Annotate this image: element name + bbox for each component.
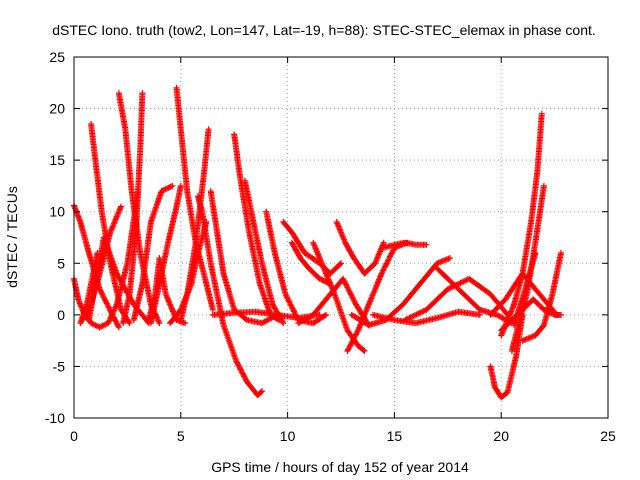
- data-point-markers: [344, 239, 411, 354]
- data-series: [333, 219, 387, 277]
- data-point-markers: [147, 182, 184, 327]
- data-point-markers: [333, 219, 387, 277]
- chart-title: dSTEC Iono. truth (tow2, Lon=147, Lat=-1…: [52, 22, 596, 38]
- y-tick-label: 5: [57, 255, 65, 271]
- y-tick-label: 20: [49, 101, 65, 117]
- data-series: [288, 239, 334, 287]
- x-tick-label: 20: [493, 428, 509, 444]
- data-series: [130, 182, 176, 323]
- x-axis-label: GPS time / hours of day 152 of year 2014: [211, 459, 469, 475]
- y-tick-label: 0: [57, 307, 65, 323]
- x-tick-label: 25: [600, 428, 616, 444]
- x-tick-label: 15: [387, 428, 403, 444]
- data-series: [120, 90, 146, 327]
- x-tick-label: 0: [70, 428, 78, 444]
- data-series: [344, 239, 411, 354]
- data-point-markers: [120, 90, 146, 327]
- data-series: [498, 110, 545, 339]
- data-point-markers: [79, 203, 124, 323]
- data-series: [310, 239, 368, 354]
- data-series: [380, 239, 430, 251]
- data-series: [519, 250, 564, 344]
- y-tick-label: 10: [49, 204, 65, 220]
- data-series: [241, 177, 287, 327]
- y-tick-label: 25: [49, 49, 65, 65]
- y-axis-label: dSTEC / TECUs: [4, 186, 20, 288]
- data-point-markers: [231, 131, 283, 323]
- data-point-markers: [241, 177, 287, 327]
- data-point-markers: [130, 182, 176, 323]
- data-layer: [71, 84, 564, 401]
- data-point-markers: [380, 239, 430, 251]
- data-point-markers: [511, 250, 539, 329]
- data-point-markers: [207, 188, 280, 327]
- data-point-markers: [280, 219, 344, 277]
- y-tick-label: -10: [45, 410, 65, 426]
- plot-frame: [73, 56, 609, 419]
- data-series: [231, 131, 283, 323]
- data-series: [511, 250, 539, 329]
- data-series: [79, 203, 124, 323]
- y-tick-label: -5: [53, 358, 66, 374]
- x-tick-label: 5: [177, 428, 185, 444]
- data-series: [370, 308, 483, 327]
- data-point-markers: [310, 239, 368, 354]
- data-point-markers: [370, 308, 483, 327]
- data-series: [280, 219, 344, 277]
- data-point-markers: [498, 110, 545, 339]
- x-tick-label: 10: [280, 428, 296, 444]
- data-series: [207, 188, 280, 327]
- data-point-markers: [519, 250, 564, 344]
- data-point-markers: [288, 239, 334, 287]
- data-series: [147, 182, 184, 327]
- y-tick-label: 15: [49, 152, 65, 168]
